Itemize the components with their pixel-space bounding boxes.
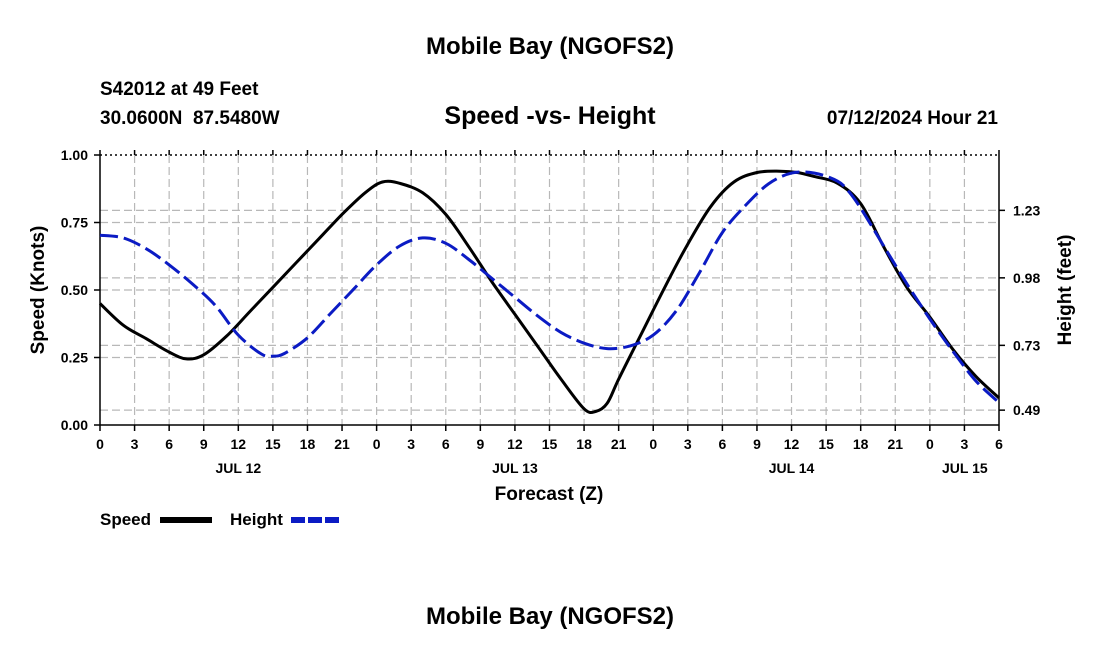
x-tick-label: 21 [334,436,350,452]
chart-title: Speed -vs- Height [444,102,656,130]
tick-marks [94,150,1005,431]
x-tick-label: 3 [407,436,415,452]
x-tick-label: 3 [961,436,969,452]
x-tick-label: 18 [853,436,869,452]
x-tick-label: 0 [96,436,104,452]
y-tick-label: 0.25 [61,350,88,366]
y2-tick-label: 1.23 [1013,202,1040,218]
date-label: JUL 13 [492,460,538,476]
x-tick-label: 15 [818,436,834,452]
x-tick-label: 6 [165,436,173,452]
x-tick-label: 15 [265,436,281,452]
x-tick-label: 0 [926,436,934,452]
x-tick-label: 9 [200,436,208,452]
y2-tick-label: 0.49 [1013,402,1040,418]
x-tick-label: 3 [684,436,692,452]
legend: Speed Height [100,510,342,529]
date-label: JUL 15 [942,460,988,476]
legend-speed-label: Speed [100,510,151,529]
x-tick-label: 15 [542,436,558,452]
x-tick-label: 12 [507,436,523,452]
y2-axis-title: Height (feet) [1055,235,1076,346]
x-tick-label: 0 [373,436,381,452]
y-axis-title: Speed (Knots) [28,226,49,355]
y-tick-label: 0.00 [61,417,88,433]
x-tick-label: 6 [995,436,1003,452]
y-tick-label: 1.00 [61,147,88,163]
x-tick-label: 6 [718,436,726,452]
x-tick-label: 6 [442,436,450,452]
x-axis-title: Forecast (Z) [495,484,604,505]
x-tick-label: 12 [231,436,247,452]
date-label: JUL 14 [769,460,815,476]
x-tick-label: 9 [753,436,761,452]
legend-height-label: Height [230,510,283,529]
series-line-height [99,170,1001,404]
x-tick-label: 12 [784,436,800,452]
y-tick-label: 0.50 [61,282,88,298]
data-series [98,169,1001,415]
y-tick-label: 0.75 [61,215,88,231]
x-tick-label: 18 [300,436,316,452]
x-tick-label: 21 [887,436,903,452]
y2-tick-label: 0.73 [1013,337,1040,353]
station-name: S42012 at 49 Feet [100,79,259,100]
grid-lines [100,155,999,425]
x-tick-label: 9 [476,436,484,452]
tick-labels: 0 3 6 9 12 15 18 21 0 3 6 9 12 15 18 21 0 3 6 9 12 15 18 21 0 3 6J… [61,147,1041,476]
page-title: Mobile Bay (NGOFS2) [426,33,674,60]
x-tick-label: 21 [611,436,627,452]
x-tick-label: 0 [649,436,657,452]
x-tick-label: 18 [576,436,592,452]
station-coords: 30.0600N 87.5480W [100,108,280,129]
valid-time: 07/12/2024 Hour 21 [827,108,999,129]
series-line-speed [98,169,1001,415]
date-label: JUL 12 [215,460,261,476]
x-tick-label: 3 [131,436,139,452]
footer-title: Mobile Bay (NGOFS2) [426,603,674,630]
y2-tick-label: 0.98 [1013,270,1040,286]
